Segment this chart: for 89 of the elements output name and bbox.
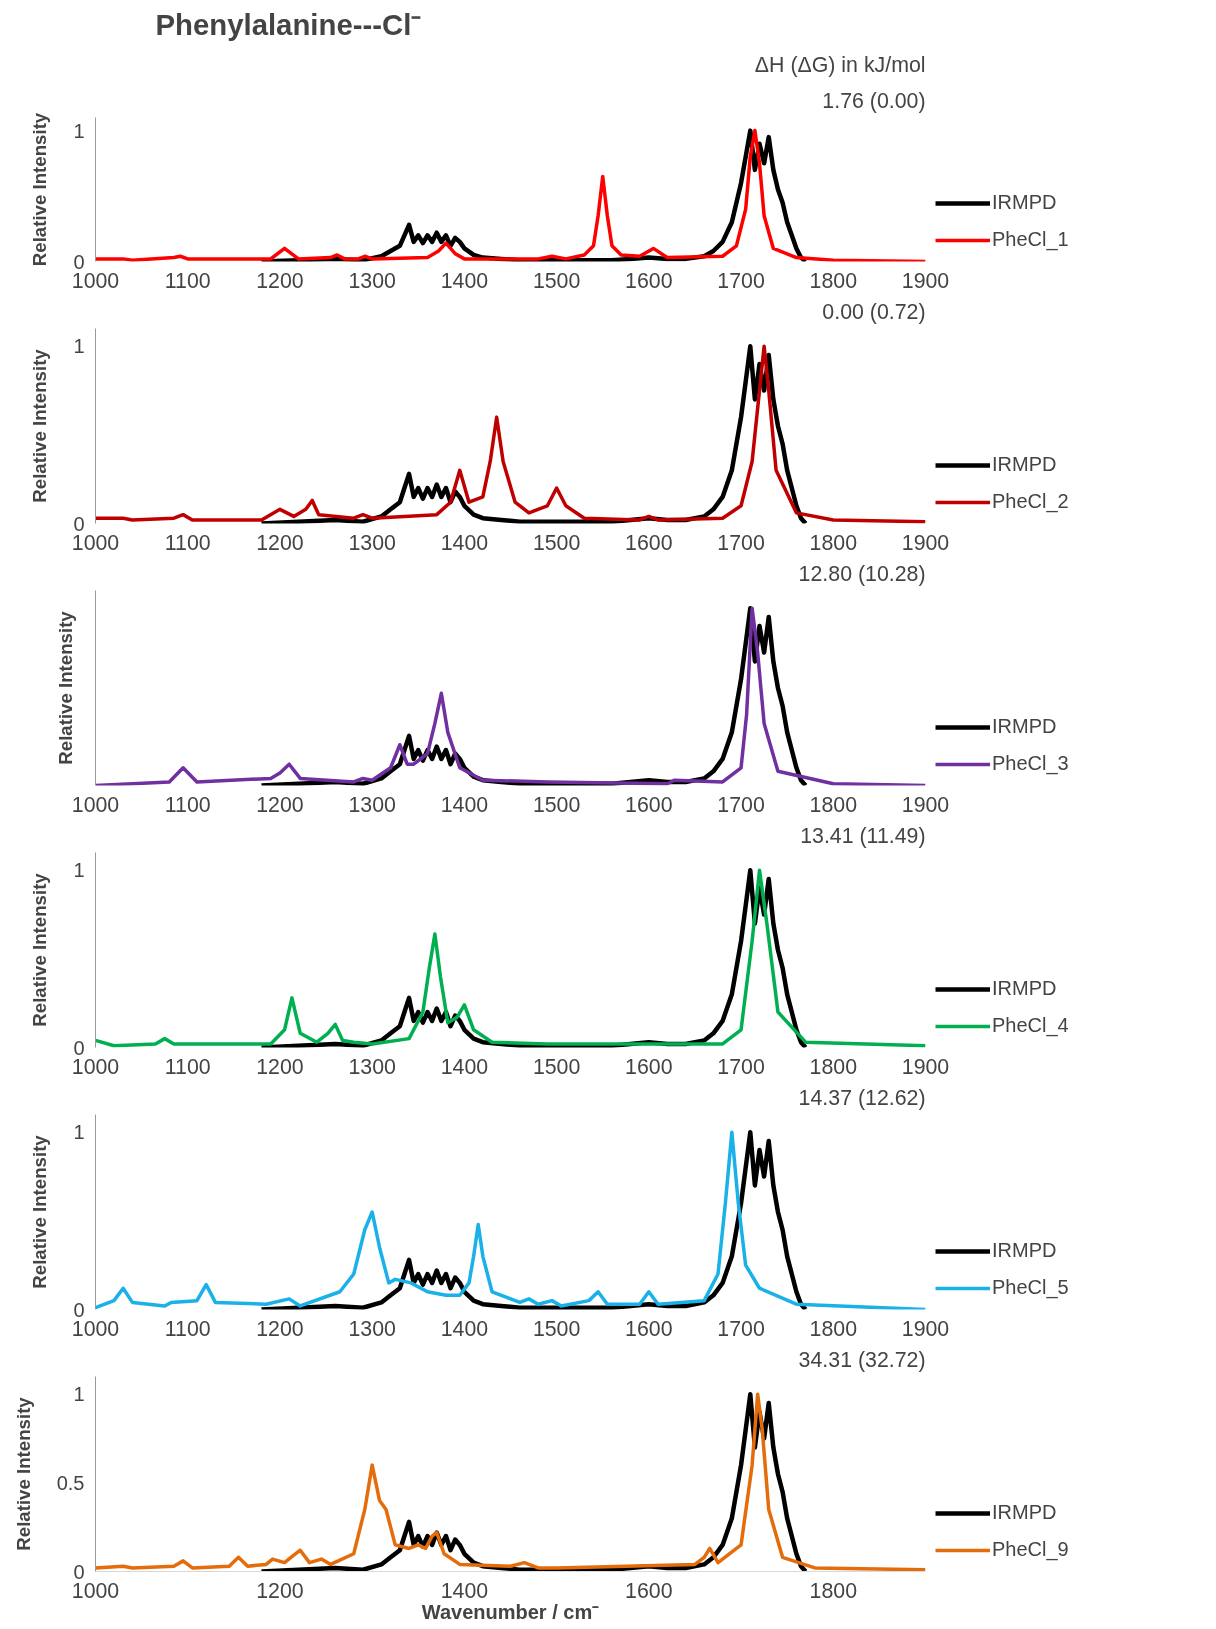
x-tick-label: 1800 (809, 1578, 858, 1603)
legend-label: IRMPD (992, 453, 1057, 476)
x-tick-label: 1900 (901, 268, 950, 293)
legend-label: IRMPD (992, 715, 1057, 738)
x-tick-label: 1900 (901, 1316, 950, 1341)
legend-label: PheCl_2 (992, 490, 1069, 513)
x-tick-label: 1600 (625, 792, 673, 817)
x-tick-label: 1100 (164, 1054, 211, 1079)
x-tick-label: 1100 (164, 530, 211, 555)
y-axis-title: Relative Intensity (29, 872, 51, 1027)
x-tick-label: 1200 (256, 1316, 304, 1341)
y-axis-title: Relative Intensity (29, 348, 51, 503)
legend-label: IRMPD (992, 1501, 1057, 1524)
chart-title: Phenylalanine---Cl⁻ (155, 7, 422, 41)
x-tick-label: 1200 (256, 268, 304, 293)
x-tick-label: 1300 (348, 1054, 397, 1079)
x-tick-label: 1800 (809, 530, 858, 555)
x-tick-label: 1300 (348, 530, 397, 555)
x-tick-label: 1400 (440, 792, 489, 817)
legend-label: PheCl_4 (992, 1014, 1069, 1037)
y-axis-title: Relative Intensity (12, 1396, 34, 1551)
legend-label: PheCl_5 (992, 1276, 1069, 1299)
line-series (95, 128, 926, 262)
x-tick-label: 1400 (440, 268, 489, 293)
y-axis-title: Relative Intensity (54, 610, 76, 765)
legend-label: IRMPD (992, 1239, 1057, 1262)
text: 13.41 (11.49) (800, 823, 926, 848)
x-tick-label: 1100 (164, 792, 211, 817)
x-axis-title: Wavenumber / cm⁻ (421, 1600, 600, 1623)
legend-label: PheCl_9 (992, 1538, 1069, 1561)
x-tick-label: 1400 (440, 1316, 489, 1341)
x-tick-label: 1700 (717, 792, 765, 817)
text: 0.00 (0.72) (822, 299, 926, 324)
x-tick-label: 1800 (809, 1054, 858, 1079)
x-tick-label: 1700 (717, 1054, 765, 1079)
x-tick-label: 1100 (164, 1316, 211, 1341)
legend-label: IRMPD (992, 977, 1057, 1000)
text: 14.37 (12.62) (798, 1085, 926, 1110)
x-tick-label: 1800 (809, 792, 858, 817)
x-tick-label: 1600 (625, 530, 673, 555)
x-tick-label: 1900 (901, 530, 950, 555)
x-tick-label: 1800 (809, 1316, 858, 1341)
x-tick-label: 1500 (532, 1316, 581, 1341)
text: ΔH (ΔG) in kJ/mol (754, 52, 926, 77)
y-axis-title: Relative Intensity (29, 1134, 51, 1289)
x-tick-label: 1200 (256, 1578, 304, 1603)
y-axis-title: Relative Intensity (29, 112, 51, 267)
line-series (95, 1392, 926, 1572)
y-tick-label: 1 (73, 119, 85, 142)
x-tick-label: 1700 (717, 1316, 765, 1341)
text: 1.76 (0.00) (822, 88, 926, 113)
x-tick-label: 1200 (256, 1054, 304, 1079)
text: 34.31 (32.72) (798, 1347, 926, 1372)
x-tick-label: 1800 (809, 268, 858, 293)
x-tick-label: 1300 (348, 792, 397, 817)
x-tick-label: 1400 (440, 530, 489, 555)
x-tick-label: 1300 (348, 268, 397, 293)
x-tick-label: 1600 (625, 1578, 673, 1603)
x-tick-label: 1000 (71, 792, 120, 817)
x-tick-label: 1500 (532, 268, 581, 293)
x-tick-label: 1200 (256, 792, 304, 817)
x-tick-label: 1500 (532, 792, 581, 817)
x-tick-label: 1600 (625, 1054, 673, 1079)
legend-label: PheCl_1 (992, 228, 1069, 251)
y-tick-label: 0.5 (56, 1471, 85, 1494)
x-tick-label: 1600 (625, 1316, 673, 1341)
x-tick-label: 1300 (348, 1316, 397, 1341)
y-tick-label: 1 (73, 1121, 85, 1144)
y-tick-label: 1 (73, 859, 85, 882)
line-series (259, 1129, 808, 1310)
x-tick-label: 1700 (717, 530, 765, 555)
x-tick-label: 1900 (901, 1054, 950, 1079)
y-tick-label: 1 (73, 1383, 85, 1406)
x-tick-label: 1400 (440, 1054, 489, 1079)
line-series (95, 868, 926, 1048)
line-series (95, 344, 926, 524)
y-tick-label: 1 (73, 335, 85, 358)
x-tick-label: 1100 (164, 268, 211, 293)
x-tick-label: 1500 (532, 530, 581, 555)
legend-label: PheCl_3 (992, 752, 1069, 775)
x-tick-label: 1900 (901, 792, 950, 817)
x-tick-label: 1700 (717, 268, 765, 293)
x-tick-label: 1400 (440, 1578, 489, 1603)
line-series (95, 1130, 926, 1310)
x-tick-label: 1500 (532, 1054, 581, 1079)
x-tick-label: 1200 (256, 530, 304, 555)
x-tick-label: 1600 (625, 268, 673, 293)
legend-label: IRMPD (992, 191, 1057, 214)
text: 12.80 (10.28) (798, 561, 926, 586)
